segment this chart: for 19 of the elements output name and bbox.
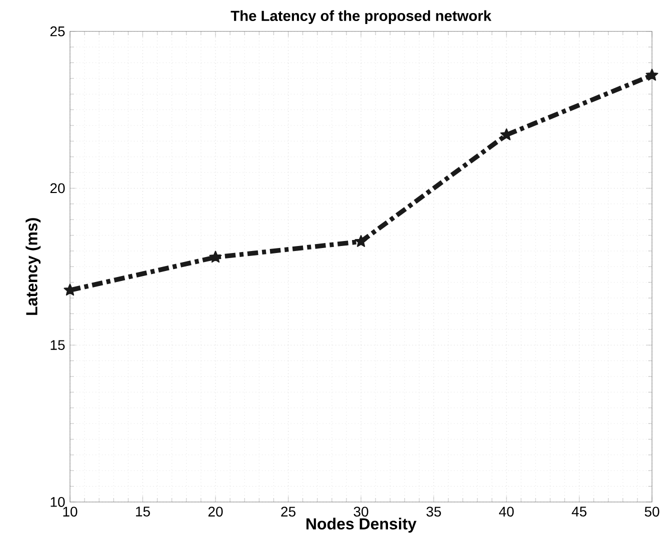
point — [209, 250, 222, 263]
x-axis-title: Nodes Density — [306, 518, 416, 533]
x-tick-label: 35 — [426, 506, 441, 517]
point — [354, 235, 368, 247]
y-tick-label: 25 — [50, 26, 65, 36]
point — [646, 68, 658, 81]
y-axis-title: Latency (ms) — [26, 218, 41, 315]
x-tick-label: 40 — [499, 506, 514, 517]
x-tick-label: 15 — [136, 506, 150, 516]
y-tick-label: 20 — [50, 183, 65, 194]
x-tick-label: 20 — [208, 506, 223, 517]
y-tick-label: 10 — [50, 497, 65, 507]
x-tick-label: 30 — [354, 506, 368, 517]
x-tick-label: 25 — [281, 506, 296, 517]
chart-title: The Latency of the proposed network — [230, 10, 492, 24]
x-tick-label: 10 — [63, 506, 78, 517]
x-tick-label: 50 — [644, 506, 660, 517]
y-tick-label: 15 — [50, 340, 65, 350]
x-tick-label: 45 — [572, 506, 586, 516]
